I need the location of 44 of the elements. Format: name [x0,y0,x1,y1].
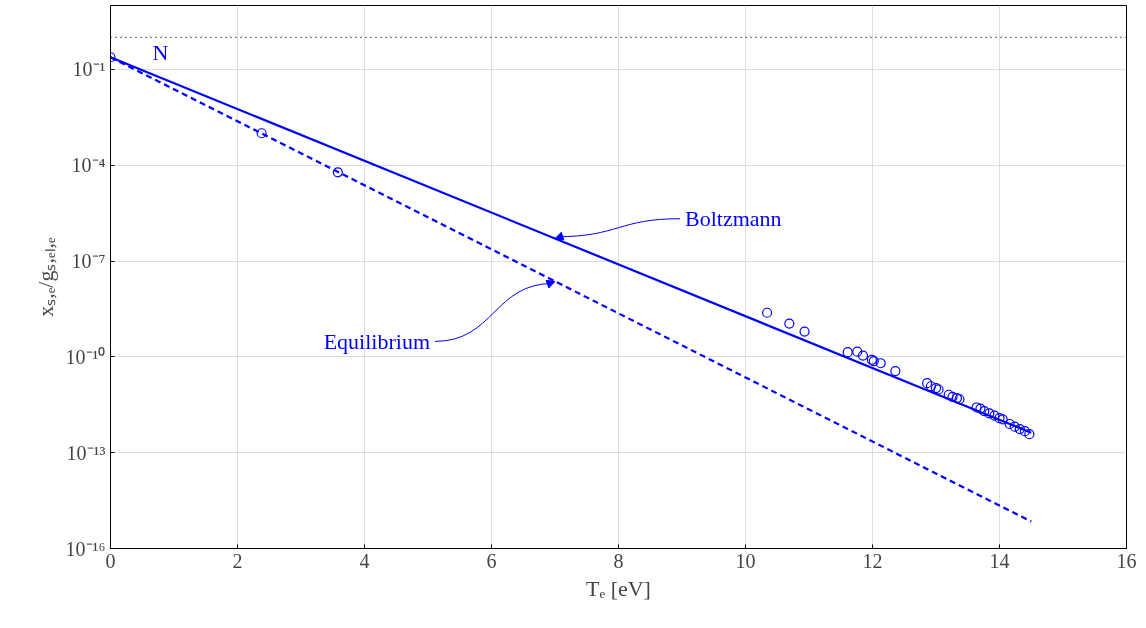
point [784,318,795,329]
point [1019,426,1030,437]
point [971,402,982,413]
x-tick-label: 0 [105,549,116,572]
x-tick-label: 6 [486,549,497,572]
point [1014,423,1025,435]
x-tick-label: 14 [989,549,1010,572]
point [875,358,886,369]
point [984,408,995,419]
annotation: N [152,40,169,65]
y-tick-label: 10⁻¹ [72,58,106,81]
point [852,346,863,357]
y-tick-label: 10⁻¹⁰ [65,345,106,368]
x-tick-label: 16 [1116,549,1137,572]
y-tick-label: 10⁻¹⁶ [65,537,106,560]
annotation: Equilibrium [323,328,430,354]
point [842,347,853,358]
point [947,391,958,402]
point [975,403,986,414]
point [925,381,937,392]
point [922,378,933,389]
y-tick-label: 10⁻⁴ [71,154,106,177]
y-axis-title: xₛ,ₑ/gₛ,ₑₗ,ₑ [32,236,58,317]
point [1024,429,1035,440]
point [332,167,343,178]
point [799,326,810,337]
x-tick-label: 8 [613,549,624,572]
point [256,128,267,139]
x-tick-label: 10 [735,549,756,572]
point [761,307,773,318]
point [890,365,901,377]
point [943,389,954,400]
annotation: Boltzmann [685,206,782,232]
x-tick-label: 4 [359,549,370,572]
point [1004,418,1015,430]
y-tick-label: 10⁻¹³ [66,441,106,464]
y-tick-label: 10⁻⁷ [71,250,106,273]
point [1009,421,1020,432]
point [989,410,1000,421]
x-axis-title: Tₑ [eV] [586,575,651,601]
x-tick-label: 2 [232,549,243,572]
x-tick-label: 12 [862,549,883,572]
point [979,406,990,417]
point [857,350,869,361]
